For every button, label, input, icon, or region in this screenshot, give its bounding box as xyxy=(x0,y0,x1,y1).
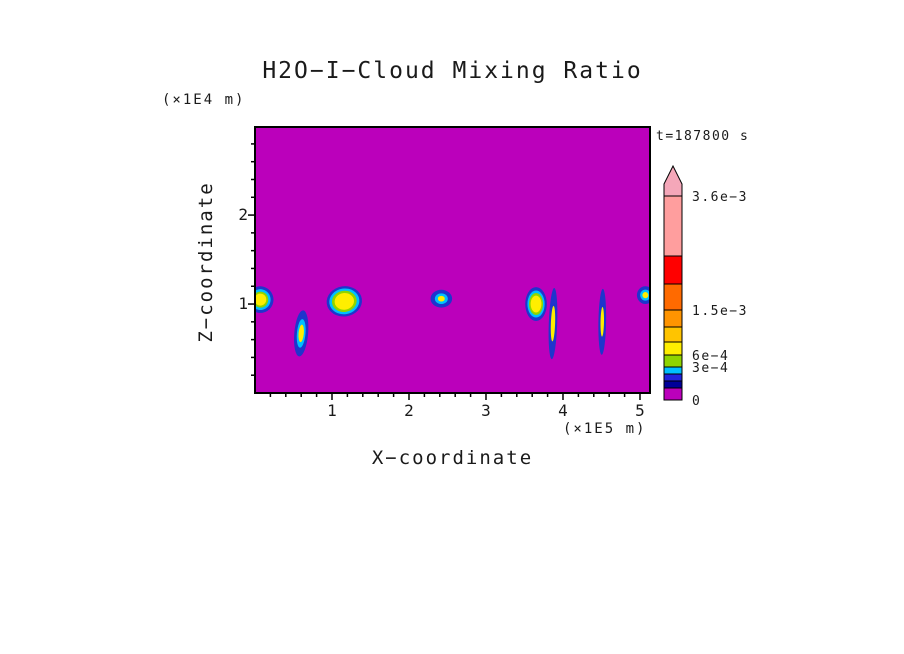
colorbar-segment xyxy=(663,354,683,368)
x-tick-label: 1 xyxy=(327,401,337,420)
cloud-feature xyxy=(548,288,558,360)
colorbar-tick-label: 1.5e−3 xyxy=(692,304,748,319)
colorbar-overflow-arrow xyxy=(663,164,683,197)
plot-area xyxy=(248,126,651,400)
x-tick-label: 2 xyxy=(404,401,414,420)
plot-frame xyxy=(254,126,651,394)
x-axis-label: X−coordinate xyxy=(371,447,534,469)
cloud-feature xyxy=(598,288,607,355)
plot-background xyxy=(255,127,650,393)
colorbar-segment xyxy=(663,309,683,328)
z-tick-label: 1 xyxy=(238,294,248,314)
x-axis-unit-label: (×1E5 m) xyxy=(563,421,647,437)
cloud-feature xyxy=(525,287,547,321)
colorbar: 3.6e−3 1.5e−3 6e−43e−4 0 xyxy=(663,164,748,409)
cloud-feature xyxy=(326,286,362,317)
cloud-feature xyxy=(636,286,650,305)
colorbar-segment xyxy=(663,326,683,343)
x-tick-label: 5 xyxy=(635,401,645,420)
colorbar-segment xyxy=(663,366,683,375)
time-annotation: t=187800 s xyxy=(656,129,750,144)
colorbar-segment xyxy=(663,195,683,257)
cloud-feature xyxy=(294,310,309,357)
colorbar-segment xyxy=(663,283,683,311)
colorbar-tick-label: 6e−4 xyxy=(692,349,729,364)
colorbar-segment xyxy=(663,380,683,389)
colorbar-tick-label: 3e−4 xyxy=(692,361,729,376)
z-axis-unit-label: (×1E4 m) xyxy=(162,92,246,108)
cloud-feature xyxy=(430,289,453,308)
cloud-features-layer xyxy=(255,286,650,360)
colorbar-segment xyxy=(663,373,683,382)
chart-title: H2O−I−Cloud Mixing Ratio xyxy=(262,58,643,84)
colorbar-segment xyxy=(663,255,683,285)
z-axis-label: Z−coordinate xyxy=(195,181,217,343)
z-tick-label: 2 xyxy=(238,205,248,225)
x-tick-label: 3 xyxy=(481,401,491,420)
colorbar-segment xyxy=(663,341,683,356)
colorbar-segment xyxy=(663,387,683,401)
x-tick-label: 4 xyxy=(558,401,568,420)
axis-ticks xyxy=(248,143,641,400)
colorbar-tick-label: 0 xyxy=(692,394,701,409)
colorbar-tick-label: 3.6e−3 xyxy=(692,190,748,205)
